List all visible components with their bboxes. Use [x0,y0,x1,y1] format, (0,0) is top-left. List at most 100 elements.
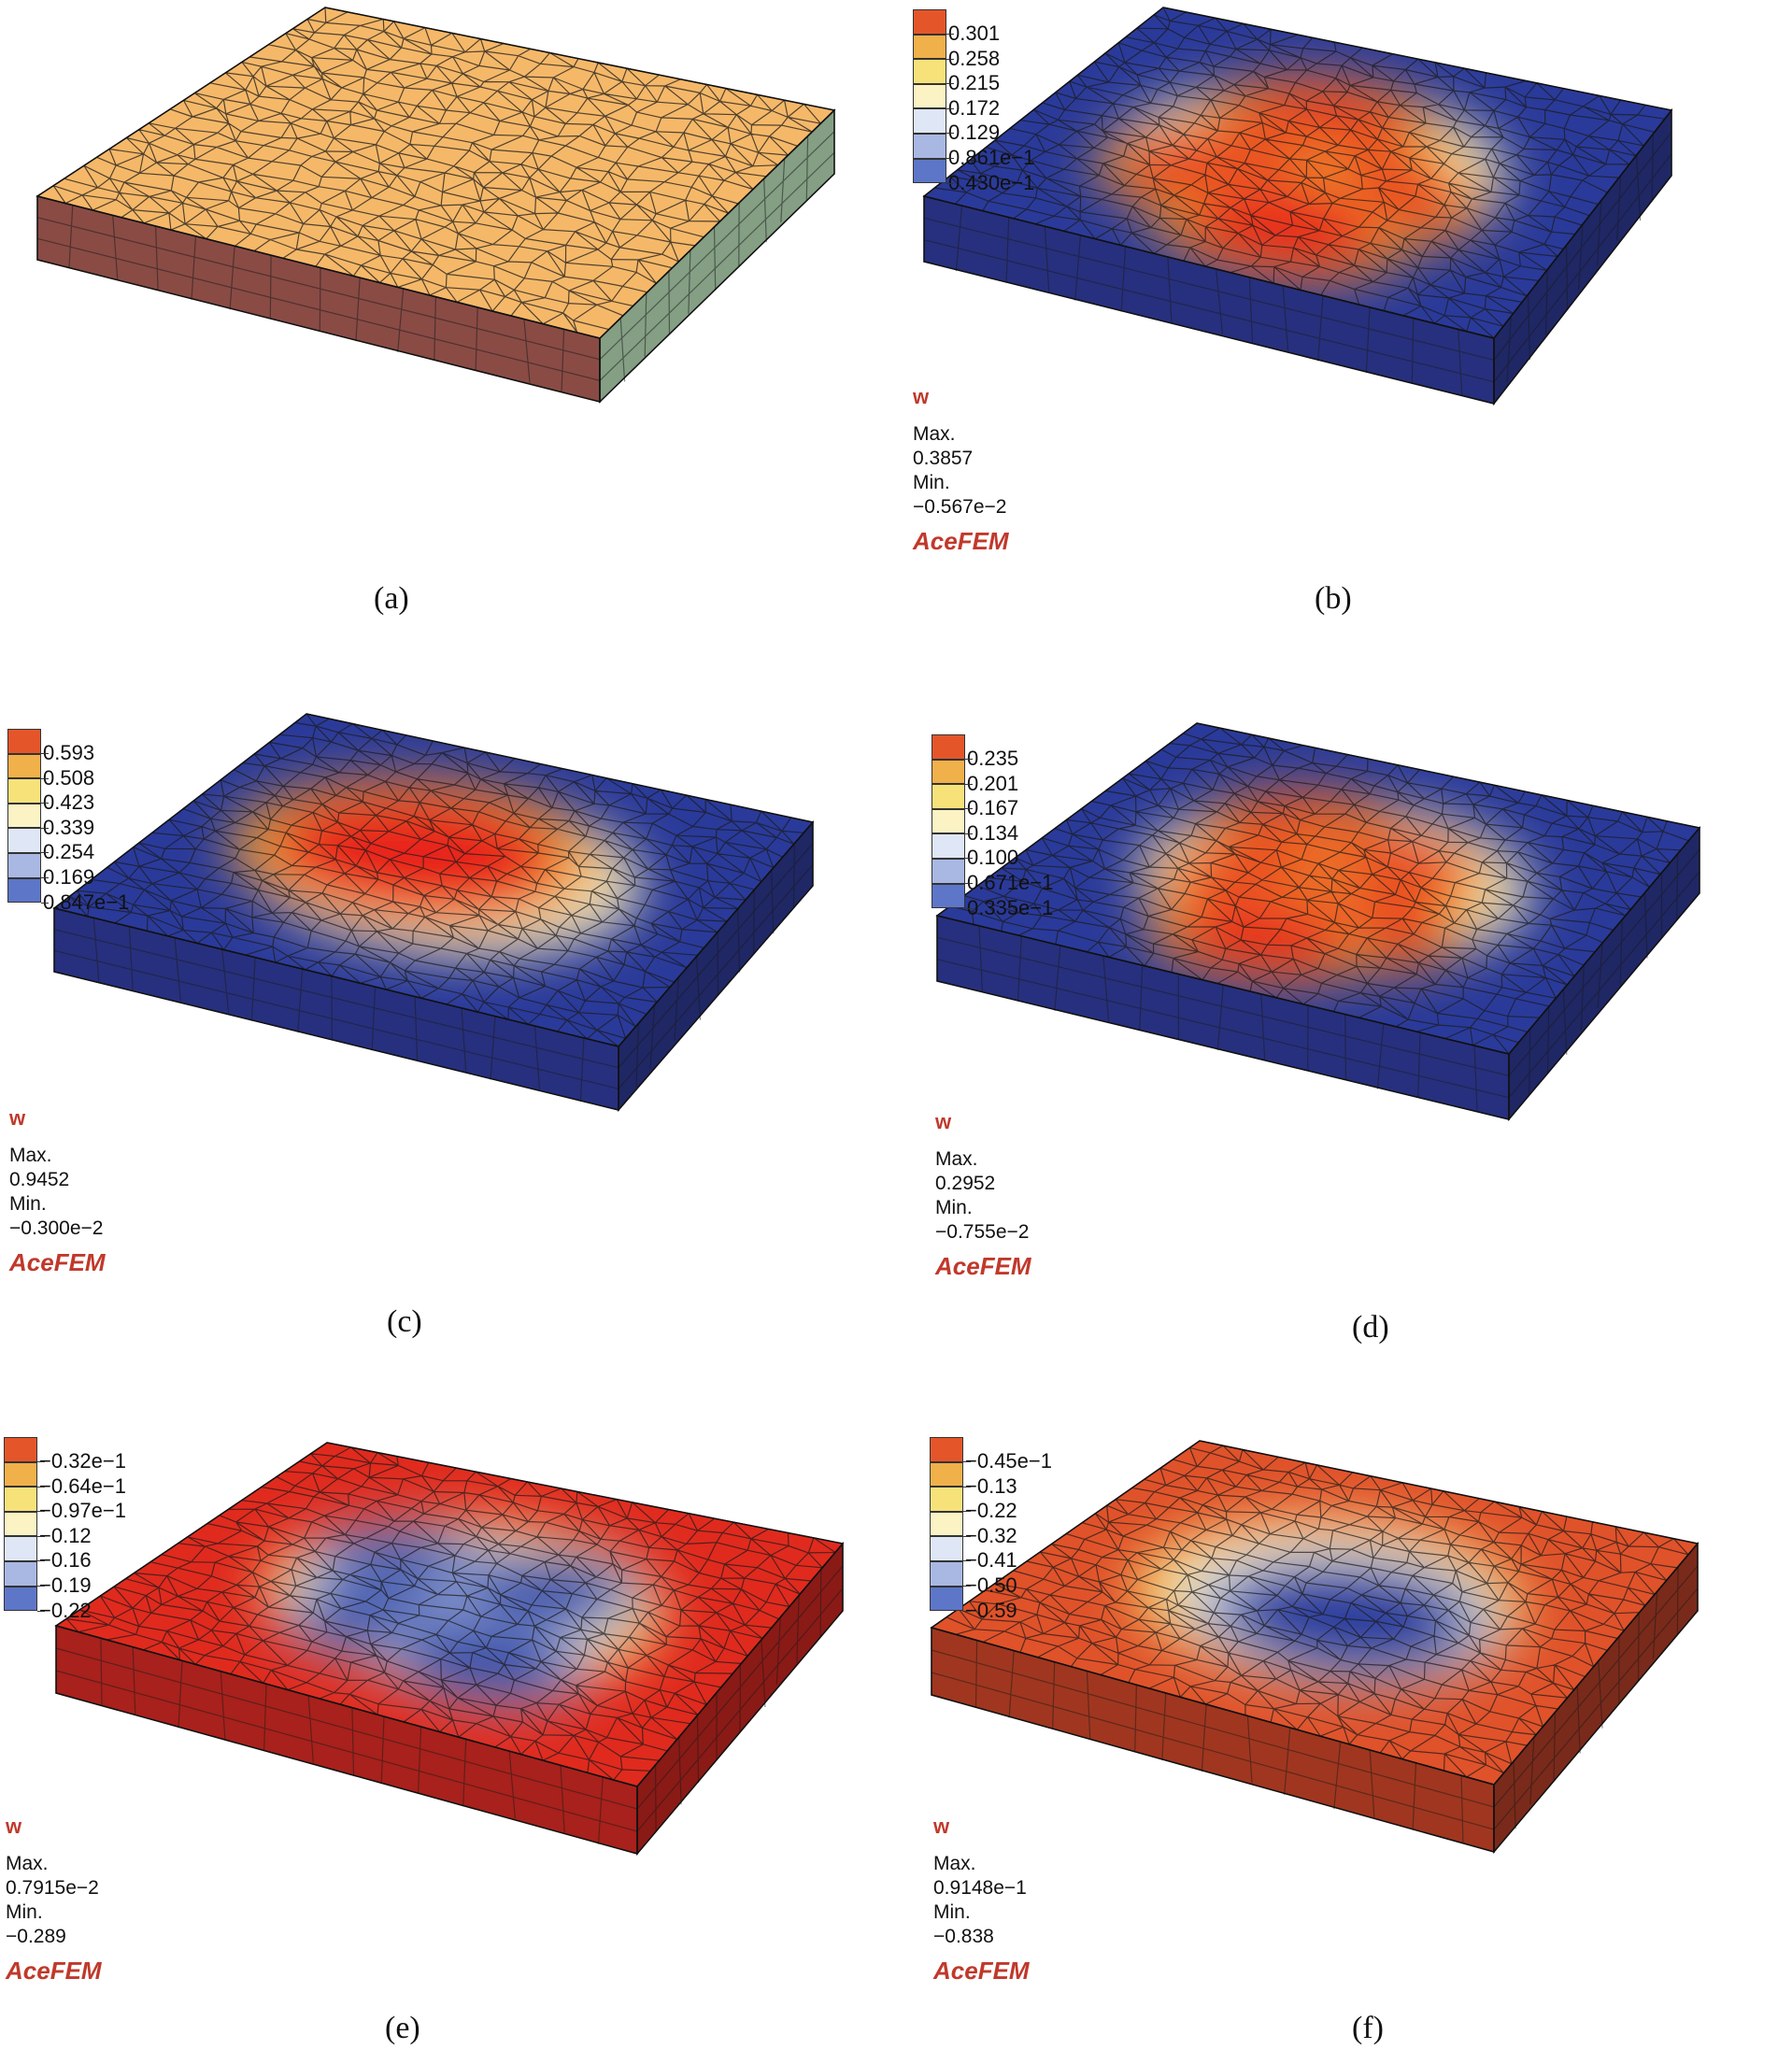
panel-e: −0.32e−1 −0.64e−1 −0.97e−1 −0.12 −0.16 −0.19−… [0,1375,896,2063]
field-plate-d [935,722,1701,1122]
max-value: 0.3857 [913,448,974,469]
legend-swatch [4,1586,37,1612]
max-label: Max. [9,1145,52,1166]
legend-swatch [7,852,41,878]
mesh-lines [931,1440,1699,1843]
legend-label: 0.508 [43,765,95,790]
variable-label: w [933,1815,950,1838]
legend-swatch [7,729,41,754]
variable-label: w [913,385,930,408]
mesh-lines [936,722,1700,1112]
legend-swatch [4,1511,37,1537]
legend-swatch [932,808,965,834]
legend-swatch [930,1586,963,1612]
min-value: −0.289 [6,1926,66,1947]
caption-c: (c) [387,1304,422,1339]
legend-label: 0.861e−1 [948,145,1035,169]
mesh-plate-a [36,7,836,404]
legend-swatch [930,1536,963,1561]
info-block-d: w Max. 0.2952 Min. −0.755e−2 AceFEM [935,1110,1031,1278]
legend-swatch [4,1437,37,1462]
min-label: Min. [913,472,950,493]
legend-swatch [7,803,41,829]
legend-label: 0.301 [948,21,1001,45]
legend-swatch [930,1487,963,1512]
legend-label: 0.167 [967,796,1019,820]
caption-a: (a) [374,581,409,616]
legend-swatch [932,759,965,785]
panel-a: (a) [0,0,896,688]
brand-logo: AceFEM [9,1248,106,1276]
legend-swatch [932,833,965,859]
legend-swatch [4,1461,37,1488]
max-value: 0.7915e−2 [6,1877,99,1899]
legend-swatch [930,1560,963,1587]
field-plate-f [930,1440,1700,1855]
caption-e: (e) [385,2011,420,2045]
max-value: 0.9452 [9,1169,70,1190]
legend-label: −0.32e−1 [39,1449,126,1473]
legend-label: −0.22 [965,1499,1017,1523]
max-label: Max. [6,1853,49,1874]
legend-label: 0.339 [43,815,95,839]
max-value: 0.2952 [935,1173,996,1194]
brand-logo: AceFEM [913,527,1009,555]
min-label: Min. [935,1197,973,1218]
legend-label: −0.12 [39,1523,92,1547]
max-value: 0.9148e−1 [933,1877,1027,1899]
legend-swatch [913,158,946,184]
legend-label: 0.215 [948,71,1001,95]
min-label: Min. [6,1901,43,1923]
max-label: Max. [933,1853,976,1874]
legend-label: −0.19 [39,1573,92,1597]
legend-swatch [7,753,41,779]
legend-label: 0.235 [967,747,1019,770]
legend-swatch [932,883,965,909]
panel-f: −0.45e−1 −0.13 −0.22 −0.32 −0.41 −0.50 −0.59 w… [896,1375,1792,2063]
min-value: −0.838 [933,1926,994,1947]
legend-swatch [930,1511,963,1537]
min-label: Min. [933,1901,971,1923]
brand-logo: AceFEM [933,1957,1030,1985]
legend-label: −0.45e−1 [965,1449,1052,1473]
legend-swatch [7,778,41,804]
legend-label: 0.847e−1 [43,890,130,914]
max-label: Max. [913,423,956,445]
legend-swatch [913,133,946,159]
info-block-e: w Max. 0.7915e−2 Min. −0.289 AceFEM [6,1815,102,1983]
variable-label: w [935,1110,952,1133]
min-label: Min. [9,1193,47,1215]
legend-label: 0.201 [967,771,1019,795]
legend-label: 0.430e−1 [948,170,1035,194]
caption-f: (f) [1352,2011,1384,2045]
legend-swatch [932,784,965,809]
mesh-lines [55,1442,844,1844]
legend-label: −0.64e−1 [39,1473,126,1498]
legend-label: 0.172 [948,95,1001,120]
legend-swatch [930,1437,963,1462]
legend-label: −0.41 [965,1548,1017,1573]
legend-swatch [4,1487,37,1512]
legend-label: −0.32 [965,1523,1017,1547]
caption-b: (b) [1315,581,1352,616]
min-value: −0.755e−2 [935,1221,1030,1243]
info-block-c: w Max. 0.9452 Min. −0.300e−2 AceFEM [9,1106,106,1274]
brand-logo: AceFEM [6,1957,102,1985]
legend-swatch [913,9,946,35]
field-plate-e [54,1442,845,1857]
legend-swatch [913,108,946,134]
field-contours [260,1517,665,1708]
info-block-b: w Max. 0.3857 Min. −0.567e−2 AceFEM [913,385,1009,553]
legend-swatch [7,828,41,853]
legend-label: 0.129 [948,121,1001,145]
legend-label: 0.134 [967,820,1019,845]
legend-swatch [932,858,965,884]
legend-label: −0.22 [39,1598,92,1622]
legend-label: −0.59 [965,1598,1017,1622]
legend-label: −0.50 [965,1573,1017,1597]
variable-label: w [6,1815,22,1838]
panel-b: 0.301 0.258 0.215 0.172 0.129 0.861e−1 0.430e−… [896,0,1792,688]
caption-d: (d) [1352,1310,1389,1345]
legend-swatch [4,1560,37,1587]
legend-swatch [913,59,946,84]
